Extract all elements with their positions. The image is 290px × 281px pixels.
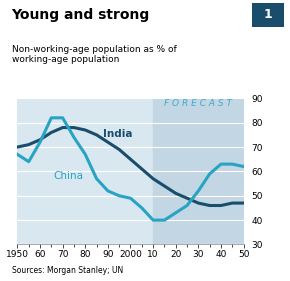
Text: Sources: Morgan Stanley; UN: Sources: Morgan Stanley; UN bbox=[12, 266, 123, 275]
Bar bbox=[153, 98, 244, 244]
Text: F O R E C A S T: F O R E C A S T bbox=[164, 99, 232, 108]
Text: Young and strong: Young and strong bbox=[12, 8, 150, 22]
Text: China: China bbox=[54, 171, 84, 181]
Text: India: India bbox=[103, 129, 133, 139]
Text: Non-working-age population as % of
working-age population: Non-working-age population as % of worki… bbox=[12, 45, 176, 64]
Text: 1: 1 bbox=[264, 8, 273, 21]
